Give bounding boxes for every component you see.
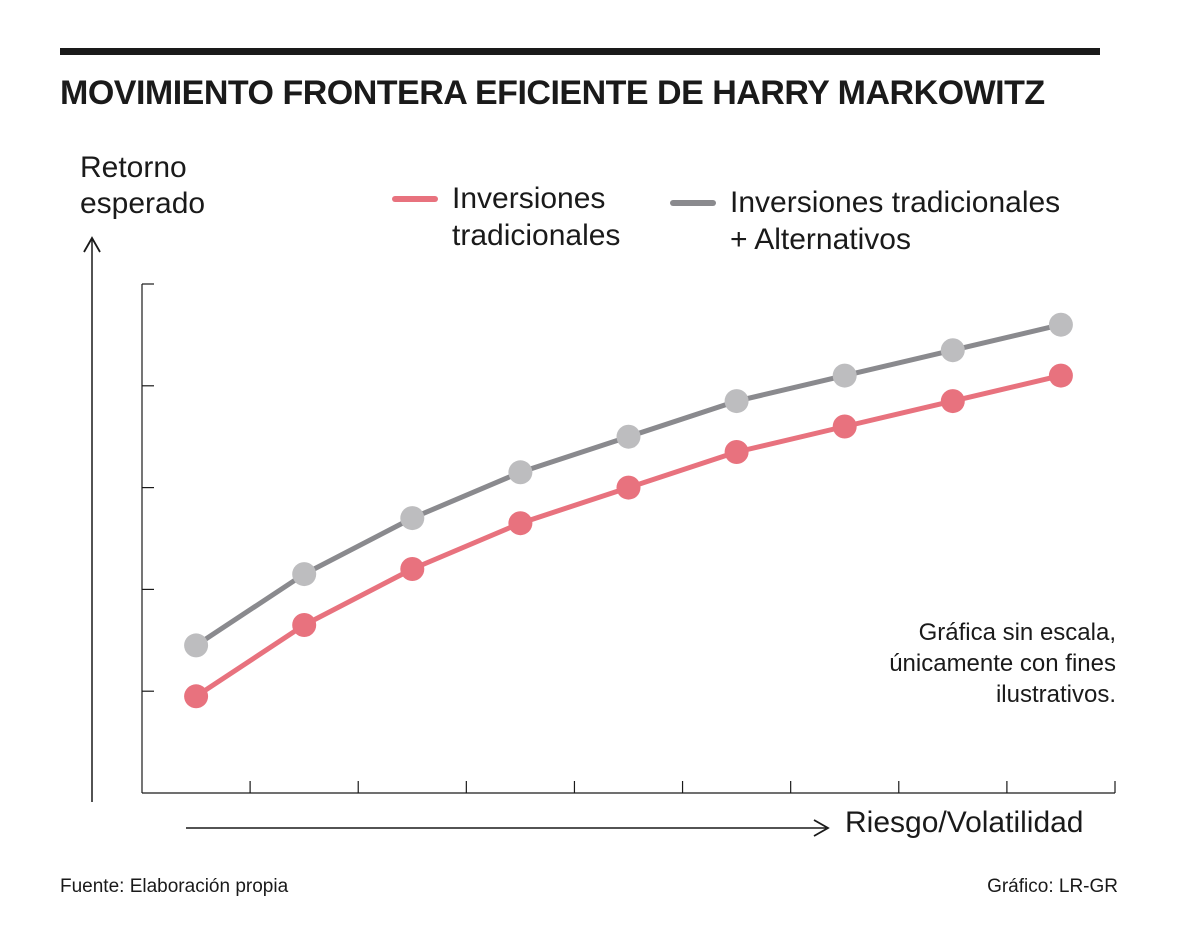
legend-swatch-alternatives [670,200,716,206]
legend-label-traditional-line-1: Inversiones [452,182,606,215]
scale-note: Gráfica sin escala, únicamente con fines… [856,617,1116,710]
data-point-alternatives [400,506,425,531]
y-axis-label: Retorno esperado [80,150,205,222]
legend-label-traditional-line-2: tradicionales [452,219,621,252]
chart-title: MOVIMIENTO FRONTERA EFICIENTE DE HARRY M… [60,74,1045,112]
x-axis-arrow-head [813,819,830,837]
data-point-alternatives [292,562,317,587]
scale-note-line-1: Gráfica sin escala, [918,619,1116,646]
y-axis-label-line-1: Retorno [80,151,187,184]
source-text: Fuente: Elaboración propia [60,876,289,897]
data-point-traditional [400,557,425,581]
legend-item-traditional: Inversiones tradicionales [392,180,620,254]
legend-label-alternatives: Inversiones tradicionales + Alternativos [730,184,1060,258]
data-point-alternatives [940,338,965,363]
data-point-traditional [508,511,533,536]
legend-label-alternatives-line-2: + Alternativos [730,223,911,256]
data-point-traditional [724,440,749,464]
data-point-alternatives [832,363,857,388]
legend-label-alternatives-line-1: Inversiones tradicionales [730,186,1061,219]
data-point-traditional [940,389,965,414]
legend-item-alternatives: Inversiones tradicionales + Alternativos [670,184,1060,258]
data-point-alternatives [184,633,209,658]
legend-label-traditional: Inversiones tradicionales [452,180,620,254]
data-point-traditional [616,475,641,500]
legend-swatch-traditional [392,196,438,202]
scale-note-line-3: ilustrativos. [995,681,1116,708]
data-point-traditional [832,414,857,439]
top-rule [60,48,1100,55]
data-point-alternatives [1048,312,1073,337]
data-point-alternatives [616,424,641,449]
y-axis-arrow-head [83,236,101,253]
credit-text: Gráfico: LR-GR [987,876,1118,897]
data-point-traditional [1048,363,1073,388]
y-axis-label-line-2: esperado [80,187,206,220]
data-point-traditional [292,613,317,637]
x-axis-label: Riesgo/Volatilidad [845,806,1084,839]
data-point-alternatives [724,389,749,414]
data-point-alternatives [508,460,533,485]
scale-note-line-2: únicamente con fines [889,650,1116,677]
data-point-traditional [184,684,209,709]
